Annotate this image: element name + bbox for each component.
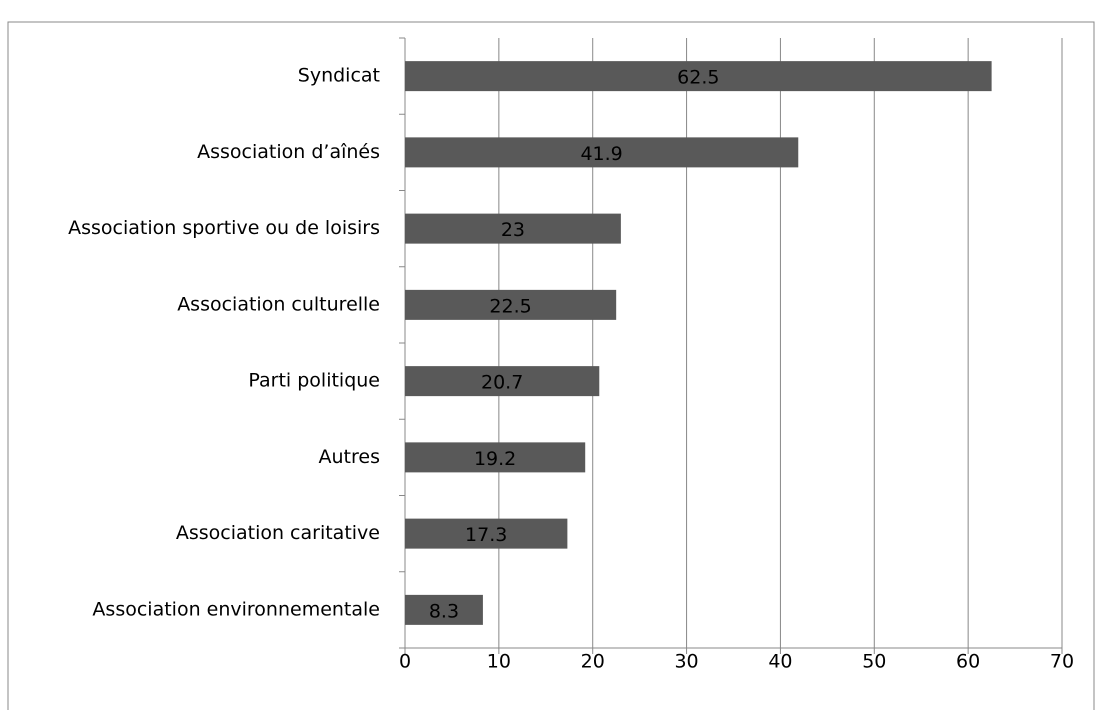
bar xyxy=(405,137,799,168)
x-tick-label: 30 xyxy=(674,651,698,673)
x-tick-label: 0 xyxy=(399,651,411,673)
data-label: 8.3 xyxy=(429,600,459,622)
bar xyxy=(405,289,617,320)
x-tick-label: 60 xyxy=(956,651,980,673)
y-tick-label: Syndicat xyxy=(298,65,380,87)
y-tick-label: Association culturelle xyxy=(177,293,380,315)
x-tick-label: 20 xyxy=(581,651,605,673)
chart-border xyxy=(7,21,1095,710)
data-label: 22.5 xyxy=(489,295,531,317)
data-label: 19.2 xyxy=(474,448,516,470)
y-tick-label: Association environnementale xyxy=(92,598,380,620)
y-tick-label: Association caritative xyxy=(176,522,380,544)
y-tick-label: Autres xyxy=(319,446,380,468)
y-tick-label: Association sportive ou de loisirs xyxy=(68,217,380,239)
x-tick-label: 50 xyxy=(862,651,886,673)
bar xyxy=(405,594,483,625)
bar xyxy=(405,442,586,473)
data-label: 17.3 xyxy=(465,524,507,546)
y-tick-label: Association d’aînés xyxy=(197,141,380,163)
data-label: 41.9 xyxy=(580,143,622,165)
x-tick-label: 70 xyxy=(1050,651,1074,673)
x-tick-label: 40 xyxy=(768,651,792,673)
data-label: 20.7 xyxy=(481,372,523,394)
bar xyxy=(405,366,600,397)
data-label: 62.5 xyxy=(677,67,719,89)
bar xyxy=(405,213,621,244)
data-label: 23 xyxy=(501,219,525,241)
y-tick-label: Parti politique xyxy=(248,370,380,392)
x-tick-label: 10 xyxy=(487,651,511,673)
bar xyxy=(405,61,992,92)
bar xyxy=(405,518,568,549)
